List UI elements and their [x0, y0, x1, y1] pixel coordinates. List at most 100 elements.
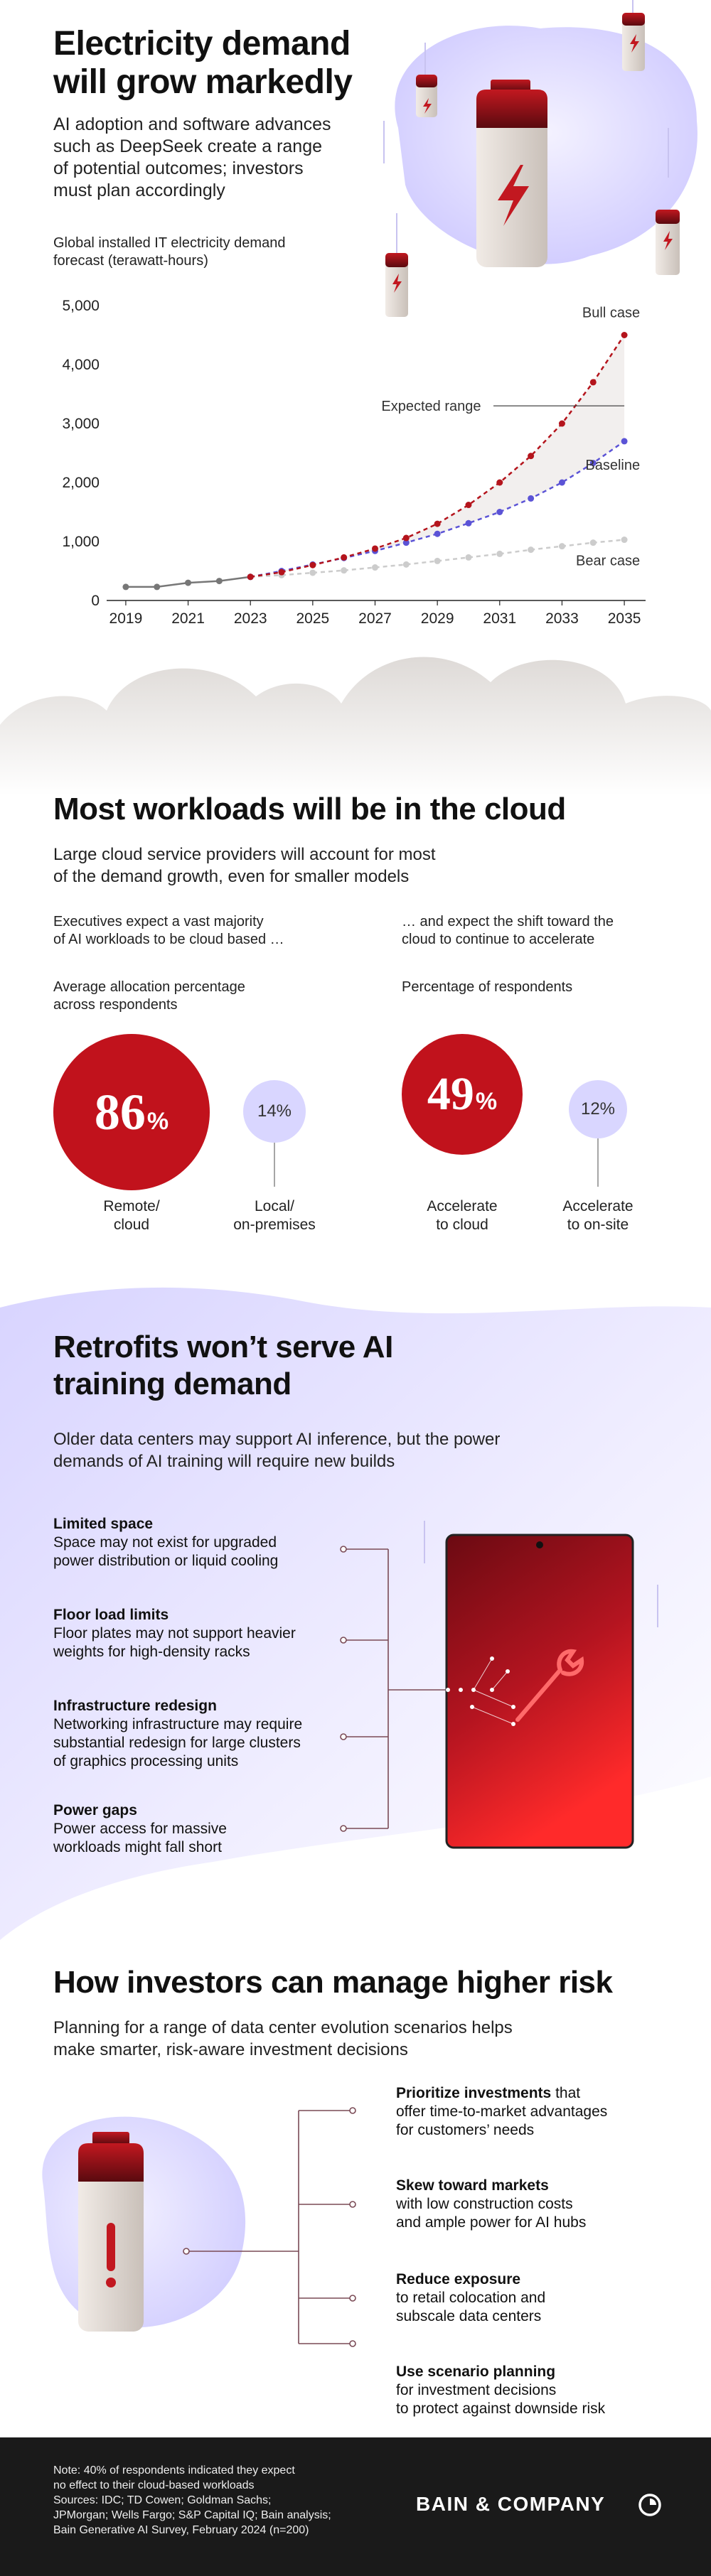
intro-line: … and expect the shift toward the [402, 914, 614, 929]
item-body-line: to protect against downside risk [396, 2400, 606, 2417]
item-body-line: subscale data centers [396, 2308, 542, 2324]
label-line: Accelerate [427, 1198, 498, 1214]
historical-point [154, 583, 161, 591]
expected-range-area [250, 335, 625, 577]
left-caption: Average allocation percentage across res… [53, 979, 245, 1014]
stat-label-on-premises: Local/ on-premises [218, 1197, 331, 1234]
y-tick-label: 1,000 [62, 534, 100, 550]
item-body-line: weights for high-density racks [53, 1644, 250, 1660]
caption-line: Global installed IT electricity demand [53, 235, 286, 251]
caption-line: forecast (terawatt-hours) [53, 253, 208, 269]
item-title: Power gaps [53, 1802, 137, 1818]
baseline-point [589, 460, 597, 467]
item-title: Use scenario planning [396, 2364, 556, 2380]
x-tick-label: 2025 [296, 610, 329, 627]
phone-wrench-illustration [340, 1521, 658, 1849]
subtitle-line: Large cloud service providers will accou… [53, 845, 436, 864]
baseline-point [465, 519, 472, 527]
brand-mark-icon [638, 2494, 661, 2516]
y-tick-label: 2,000 [62, 475, 100, 491]
footer [0, 2437, 711, 2576]
bear-case-point [465, 554, 472, 561]
stat-circle-accelerate-cloud: 49% [402, 1034, 523, 1155]
historical-point [185, 579, 192, 586]
section4-subtitle: Planning for a range of data center evol… [53, 2017, 513, 2061]
section1-subtitle: AI adoption and software advances such a… [53, 114, 366, 202]
item-title: Prioritize investments [396, 2085, 552, 2101]
baseline-point [558, 479, 565, 486]
y-tick-label: 4,000 [62, 357, 100, 373]
right-intro: … and expect the shift toward the cloud … [402, 913, 614, 949]
left-intro: Executives expect a vast majority of AI … [53, 913, 284, 949]
x-tick-label: 2021 [171, 610, 205, 627]
item-body-line: power distribution or liquid cooling [53, 1553, 279, 1569]
x-tick-label: 2019 [109, 610, 143, 627]
stat-circle-remote-cloud: 86% [53, 1034, 210, 1190]
bull-case-point [372, 545, 378, 552]
y-tick-label: 0 [91, 593, 100, 609]
subtitle-line: such as DeepSeek create a range [53, 136, 323, 156]
item-title: Reduce exposure [396, 2271, 521, 2287]
label-line: cloud [113, 1217, 150, 1233]
investor-item-prioritize: Prioritize investments that offer time-t… [396, 2084, 695, 2140]
item-title-rest: that [551, 2085, 581, 2101]
bull-case-point [465, 502, 472, 509]
stat-value: 12% [580, 1099, 616, 1119]
subtitle-line: make smarter, risk-aware investment deci… [53, 2040, 408, 2059]
baseline-label: Baseline [585, 458, 640, 473]
section1-title: Electricity demand will grow markedly [53, 25, 353, 102]
caption-line: across respondents [53, 997, 178, 1013]
label-line: Accelerate [562, 1198, 634, 1214]
item-body-line: and ample power for AI hubs [396, 2214, 587, 2231]
item-title: Skew toward markets [396, 2177, 549, 2194]
label-line: Local/ [254, 1198, 295, 1214]
investor-item-reduce: Reduce exposure to retail colocation and… [396, 2270, 695, 2326]
retrofit-item-limited-space: Limited space Space may not exist for up… [53, 1515, 352, 1570]
bull-case-point [621, 332, 628, 338]
retrofit-item-floor-load: Floor load limits Floor plates may not s… [53, 1606, 352, 1661]
label-line: to on-site [567, 1217, 629, 1233]
section2-title: Most workloads will be in the cloud [53, 792, 566, 826]
item-body-line: substantial redesign for large clusters [53, 1735, 301, 1751]
bear-case-point [621, 537, 628, 544]
intro-line: Executives expect a vast majority [53, 914, 264, 929]
item-body-line: Power access for massive [53, 1821, 227, 1837]
baseline-point [402, 539, 410, 546]
stat-unit: % [146, 1107, 169, 1135]
section2-subtitle: Large cloud service providers will accou… [53, 844, 436, 888]
intro-line: of AI workloads to be cloud based … [53, 932, 284, 947]
section3-title: Retrofits won’t serve AI training demand [53, 1329, 393, 1403]
stat-value: 14% [257, 1101, 292, 1121]
item-body-line: Floor plates may not support heavier [53, 1625, 296, 1642]
item-body-line: offer time-to-market advantages [396, 2103, 608, 2120]
stat-value: 86% [95, 1083, 169, 1142]
x-tick-label: 2035 [608, 610, 641, 627]
investor-item-skew: Skew toward markets with low constructio… [396, 2177, 695, 2232]
bear-case-point [558, 543, 565, 550]
brand-logo: BAIN & COMPANY [416, 2493, 606, 2515]
title-line: will grow markedly [53, 63, 353, 101]
section3-subtitle: Older data centers may support AI infere… [53, 1428, 500, 1472]
item-title: Limited space [53, 1516, 154, 1532]
subtitle-line: of the demand growth, even for smaller m… [53, 867, 410, 886]
bear-case-label: Bear case [576, 554, 640, 569]
note-line: JPMorgan; Wells Fargo; S&P Capital IQ; B… [53, 2509, 331, 2521]
y-tick-label: 5,000 [62, 298, 100, 314]
bull-case-point [528, 453, 535, 460]
footer-note: Note: 40% of respondents indicated they … [53, 2463, 395, 2538]
retrofit-item-infrastructure: Infrastructure redesign Networking infra… [53, 1697, 352, 1771]
bear-case-point [496, 550, 503, 557]
subtitle-line: demands of AI training will require new … [53, 1452, 395, 1471]
baseline-point [528, 495, 535, 502]
stat-label-accelerate-cloud: Accelerate to cloud [409, 1197, 515, 1234]
bull-case-point [278, 568, 285, 576]
item-body-line: for customers’ needs [396, 2122, 535, 2138]
baseline-point [496, 509, 503, 515]
cloud-illustration [0, 657, 711, 796]
bear-case-point [434, 557, 441, 564]
bull-case-point [309, 561, 316, 568]
chart-caption: Global installed IT electricity demand f… [53, 235, 285, 270]
bull-case-point [341, 554, 348, 561]
bull-case-point [247, 573, 254, 581]
stat-label-accelerate-onsite: Accelerate to on-site [545, 1197, 651, 1234]
